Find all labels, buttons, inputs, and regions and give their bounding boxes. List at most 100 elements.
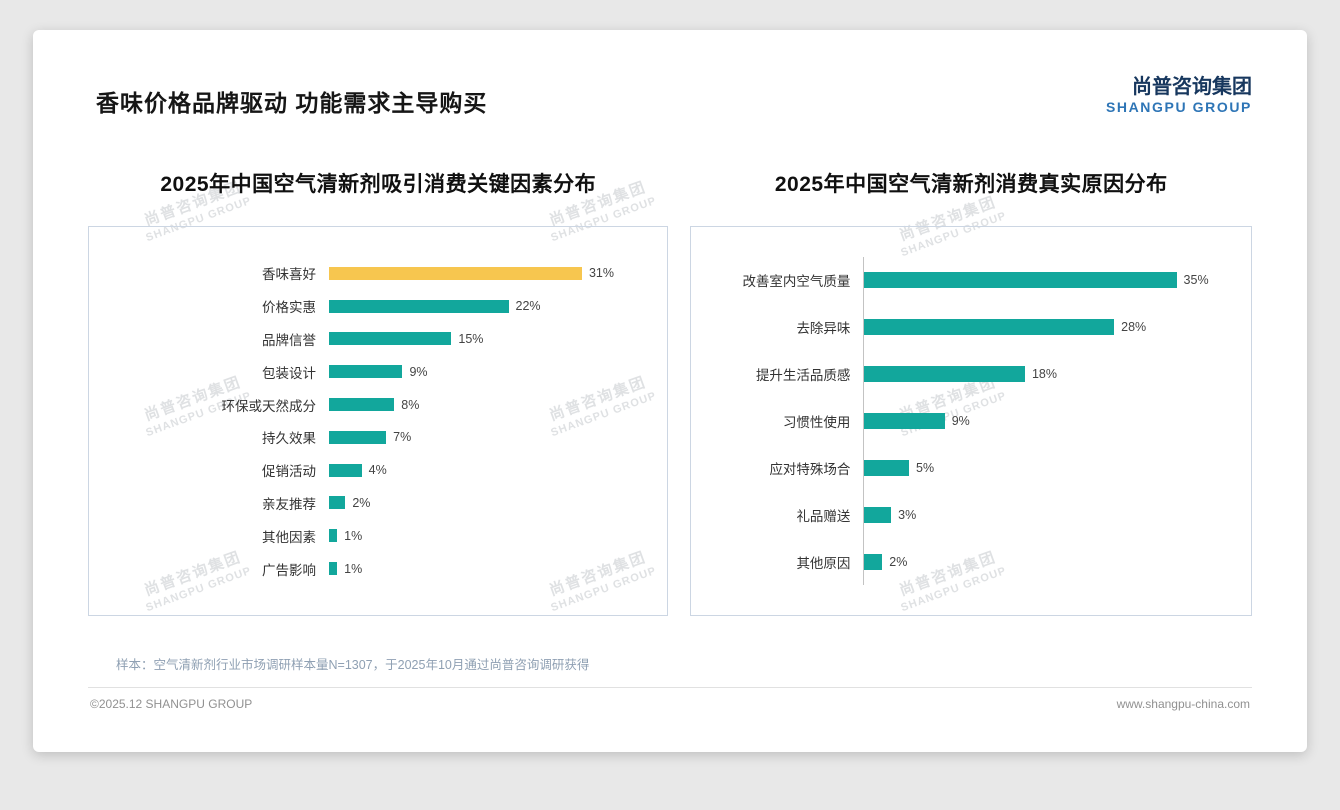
bar-value-label: 7% — [393, 430, 412, 445]
bar-row: 品牌信誉 15% — [89, 323, 655, 356]
bar-track: 8% — [329, 388, 655, 421]
bar-row: 提升生活品质感 18% — [691, 350, 1239, 398]
bar-value-label: 2% — [352, 495, 371, 510]
bar-category-label: 其他因素 — [262, 529, 316, 545]
bar-row: 环保或天然成分 8% — [89, 388, 655, 421]
bar-track: 9% — [329, 355, 655, 388]
bar-track: 3% — [863, 491, 1239, 539]
footer: ©2025.12 SHANGPU GROUP www.shangpu-china… — [88, 687, 1252, 711]
bar-track: 1% — [329, 552, 655, 585]
bar-row: 亲友推荐 2% — [89, 487, 655, 520]
bar-row: 包装设计 9% — [89, 355, 655, 388]
bar-value-label: 28% — [1121, 320, 1147, 335]
slide-card: 尚普咨询集团 SHANGPU GROUP 尚普咨询集团 SHANGPU GROUP 尚普… — [33, 30, 1307, 752]
bar-value-label: 3% — [898, 507, 917, 522]
bar-row: 价格实惠 22% — [89, 290, 655, 323]
bar-row: 香味喜好 31% — [89, 257, 655, 290]
bar-row: 其他原因 2% — [691, 538, 1239, 586]
bar-category-label: 习惯性使用 — [782, 415, 851, 430]
bar-row: 广告影响 1% — [89, 552, 655, 585]
logo-cn-text: 尚普咨询集团 — [1132, 76, 1252, 98]
bar-track: 28% — [863, 303, 1239, 351]
bar-row: 其他因素 1% — [89, 519, 655, 552]
bar — [329, 430, 387, 444]
bar-value-label: 31% — [588, 266, 615, 281]
bar — [864, 553, 883, 570]
bar-value-label: 15% — [458, 331, 484, 346]
bar — [329, 529, 338, 543]
logo: 尚普咨询集团 SHANGPU GROUP — [1106, 76, 1252, 115]
bar — [329, 398, 395, 412]
bar — [864, 459, 909, 476]
bar-category-label: 包装设计 — [262, 365, 316, 381]
bar-track: 15% — [329, 323, 655, 356]
chart-box-right: 改善室内空气质量 35% 去除异味 28% 提升生活品质感 18% 习惯性使用 9% 应对特殊场… — [690, 226, 1252, 616]
bar-row: 习惯性使用 9% — [691, 397, 1239, 445]
bar-value-label: 35% — [1183, 273, 1209, 288]
page-title: 香味价格品牌驱动 功能需求主导购买 — [96, 90, 488, 116]
chart-box-left: 香味喜好 31% 价格实惠 22% 品牌信誉 15% 包装设计 9% 环保或天然成分 8% 持久效果… — [88, 226, 669, 616]
bar — [864, 506, 892, 523]
bar-category-label: 应对特殊场合 — [769, 461, 851, 477]
bar — [329, 299, 509, 313]
bar — [329, 496, 346, 510]
bar — [329, 463, 362, 477]
bar-row: 应对特殊场合 5% — [691, 444, 1239, 492]
bar-row: 去除异味 28% — [691, 303, 1239, 351]
chart-section-left: 2025年中国空气清新剂吸引消费关键因素分布 香味喜好 31% 价格实惠 22% 品牌信… — [88, 168, 669, 616]
bar-track: 31% — [329, 257, 655, 290]
chart-section-right: 2025年中国空气清新剂消费真实原因分布 改善室内空气质量 35% 去除异味 28% 提… — [690, 168, 1252, 616]
bar — [864, 272, 1177, 289]
bar-rows-left: 香味喜好 31% 价格实惠 22% 品牌信誉 15% 包装设计 9% 环保或天然成分 8% 持久效果… — [89, 257, 655, 585]
bar-value-label: 8% — [401, 397, 420, 412]
bar-category-label: 香味喜好 — [262, 267, 316, 283]
website-url: www.shangpu-china.com — [1116, 697, 1250, 711]
bar-track: 18% — [863, 350, 1239, 398]
bar-track: 2% — [329, 487, 655, 520]
charts-area: 2025年中国空气清新剂吸引消费关键因素分布 香味喜好 31% 价格实惠 22% 品牌信… — [88, 168, 1252, 616]
bar-value-label: 5% — [916, 460, 935, 475]
bar-track: 1% — [329, 519, 655, 552]
bar-track: 7% — [329, 421, 655, 454]
bar — [329, 562, 338, 576]
bar-row: 持久效果 7% — [89, 421, 655, 454]
bar-category-label: 持久效果 — [262, 431, 316, 447]
bar — [329, 365, 403, 379]
bar-rows-right: 改善室内空气质量 35% 去除异味 28% 提升生活品质感 18% 习惯性使用 9% 应对特殊场… — [691, 257, 1239, 586]
bar — [864, 319, 1115, 336]
header: 香味价格品牌驱动 功能需求主导购买 尚普咨询集团 SHANGPU GROUP — [88, 76, 1252, 118]
bar-category-label: 礼品赠送 — [796, 508, 851, 524]
bar-category-label: 改善室内空气质量 — [742, 274, 851, 290]
bar-track: 2% — [863, 538, 1239, 586]
bar — [329, 332, 452, 346]
bar-category-label: 其他原因 — [796, 555, 851, 571]
bar-value-label: 9% — [409, 364, 428, 379]
bar-row: 促销活动 4% — [89, 454, 655, 487]
bar-track: 35% — [863, 257, 1239, 304]
copyright-text: ©2025.12 SHANGPU GROUP — [90, 697, 253, 711]
sample-note: 样本：空气清新剂行业市场调研样本量N=1307，于2025年10月通过尚普咨询调… — [116, 658, 590, 672]
bar — [864, 413, 945, 429]
bar-track: 4% — [329, 454, 655, 487]
bar-track: 9% — [863, 397, 1239, 445]
bar-row: 礼品赠送 3% — [691, 491, 1239, 539]
bar-value-label: 4% — [368, 463, 387, 478]
bar-category-label: 广告影响 — [262, 562, 316, 578]
bar-track: 22% — [329, 290, 655, 323]
bar-category-label: 品牌信誉 — [262, 332, 316, 348]
bar-category-label: 价格实惠 — [262, 300, 316, 316]
bar-category-label: 去除异味 — [796, 321, 851, 337]
bar-value-label: 2% — [889, 554, 908, 569]
bar-value-label: 22% — [515, 299, 541, 314]
bar-value-label: 1% — [344, 561, 363, 576]
bar — [329, 266, 582, 280]
logo-en-text: SHANGPU GROUP — [1105, 99, 1252, 115]
chart-title-left: 2025年中国空气清新剂吸引消费关键因素分布 — [160, 173, 597, 196]
chart-title-right: 2025年中国空气清新剂消费真实原因分布 — [774, 173, 1168, 196]
bar — [864, 366, 1025, 383]
bar-category-label: 环保或天然成分 — [221, 398, 317, 414]
bar-value-label: 9% — [951, 414, 970, 428]
bar-category-label: 亲友推荐 — [262, 496, 316, 512]
bar-row: 改善室内空气质量 35% — [691, 257, 1239, 304]
bar-category-label: 促销活动 — [262, 464, 316, 480]
